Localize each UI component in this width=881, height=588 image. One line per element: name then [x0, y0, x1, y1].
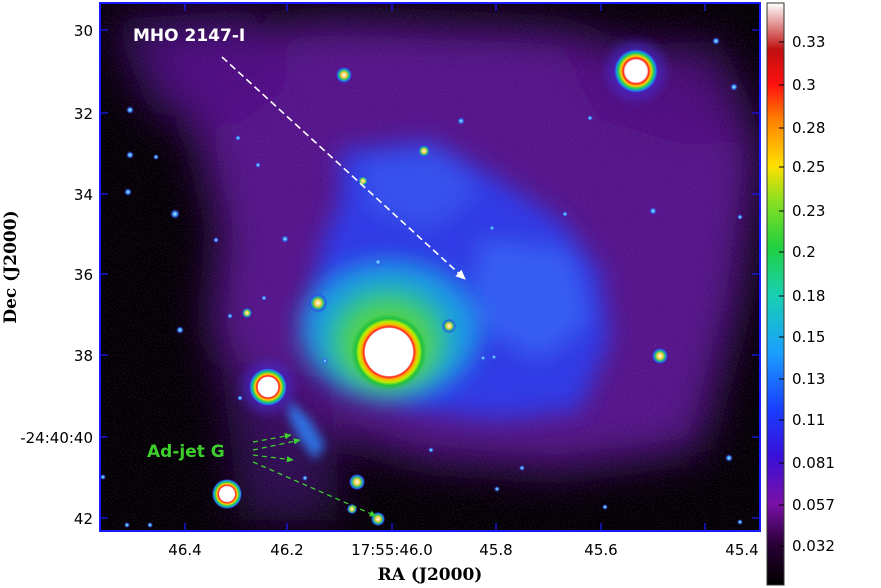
- x-tick-label: 45.4: [725, 541, 758, 559]
- colorbar-tick-label: 0.33: [792, 33, 825, 51]
- y-tick-label: 32: [74, 105, 93, 123]
- y-tick-label: -24:40:40: [20, 429, 93, 447]
- image-panel: MHO 2147-I Ad-jet G: [100, 3, 760, 531]
- colorbar-tick-label: 0.2: [792, 243, 816, 261]
- point-sources: [100, 37, 743, 528]
- plot-frame: [99, 2, 761, 532]
- colorbar-tick-label: 0.032: [792, 537, 835, 555]
- colorbar-tick-label: 0.15: [792, 328, 825, 346]
- y-tick-label: 36: [74, 266, 93, 284]
- y-tick-label: 30: [74, 22, 93, 40]
- colorbar-tick-label: 0.11: [792, 411, 825, 429]
- adjet-label: Ad-jet G: [147, 442, 225, 462]
- x-tick-labels: 46.4 46.2 17:55:46.0 45.8 45.6 45.4: [168, 541, 758, 559]
- y-axis-label: Dec (J2000): [1, 210, 21, 323]
- colorbar: 0.33 0.3 0.28 0.25 0.23 0.2 0.18 0.15 0.…: [766, 2, 835, 586]
- mho-label: MHO 2147-I: [133, 26, 245, 46]
- tick-marks: [100, 3, 760, 531]
- x-tick-label: 46.2: [270, 541, 303, 559]
- x-tick-label: 17:55:46.0: [351, 541, 433, 559]
- y-tick-label: 42: [74, 510, 93, 528]
- colorbar-tick-label: 0.081: [792, 454, 835, 472]
- x-axis-label: RA (J2000): [378, 565, 483, 585]
- colorbar-tick-label: 0.13: [792, 370, 825, 388]
- x-tick-label: 45.8: [479, 541, 512, 559]
- colorbar-tick-label: 0.3: [792, 76, 816, 94]
- y-tick-labels: 30 32 34 36 38 -24:40:40 42: [20, 22, 93, 528]
- x-tick-label: 46.4: [168, 541, 201, 559]
- colorbar-tick-label: 0.23: [792, 202, 825, 220]
- colorbar-tick-label: 0.057: [792, 496, 835, 514]
- x-tick-label: 45.6: [584, 541, 617, 559]
- colorbar-tick-label: 0.18: [792, 287, 825, 305]
- adjet-arrows: [252, 433, 377, 517]
- y-tick-label: 34: [74, 186, 93, 204]
- colorbar-tick-label: 0.25: [792, 158, 825, 176]
- colorbar-tick-label: 0.28: [792, 119, 825, 137]
- y-tick-label: 38: [74, 347, 93, 365]
